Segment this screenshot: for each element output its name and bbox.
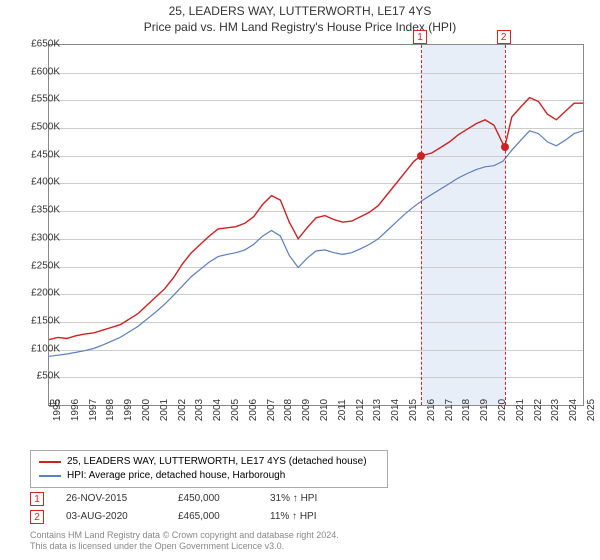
chart-plot-area bbox=[48, 44, 584, 406]
sales-marker-1: 1 bbox=[30, 492, 44, 506]
sales-row-2: 2 03-AUG-2020 £465,000 11% ↑ HPI bbox=[30, 508, 317, 526]
legend-row-property: 25, LEADERS WAY, LUTTERWORTH, LE17 4YS (… bbox=[39, 455, 379, 469]
legend-row-hpi: HPI: Average price, detached house, Harb… bbox=[39, 469, 379, 483]
sales-table: 1 26-NOV-2015 £450,000 31% ↑ HPI 2 03-AU… bbox=[30, 490, 317, 526]
x-axis-label: 2022 bbox=[533, 399, 544, 421]
y-axis-label: £600K bbox=[14, 66, 60, 77]
y-axis-label: £650K bbox=[14, 39, 60, 50]
y-axis-label: £500K bbox=[14, 122, 60, 133]
x-axis-label: 1995 bbox=[52, 399, 63, 421]
chart-lines-svg bbox=[49, 45, 583, 405]
legend-box: 25, LEADERS WAY, LUTTERWORTH, LE17 4YS (… bbox=[30, 450, 388, 488]
y-axis-label: £350K bbox=[14, 205, 60, 216]
x-axis-label: 2012 bbox=[355, 399, 366, 421]
legend-label-hpi: HPI: Average price, detached house, Harb… bbox=[67, 469, 285, 483]
x-axis-label: 2023 bbox=[550, 399, 561, 421]
x-axis-label: 2019 bbox=[479, 399, 490, 421]
sales-row-1: 1 26-NOV-2015 £450,000 31% ↑ HPI bbox=[30, 490, 317, 508]
sales-date-1: 26-NOV-2015 bbox=[66, 490, 156, 508]
chart-marker-1: 1 bbox=[413, 30, 427, 44]
x-axis-label: 2000 bbox=[141, 399, 152, 421]
footer-attribution: Contains HM Land Registry data © Crown c… bbox=[30, 530, 339, 552]
y-axis-label: £550K bbox=[14, 94, 60, 105]
y-axis-label: £250K bbox=[14, 260, 60, 271]
y-axis-label: £200K bbox=[14, 288, 60, 299]
x-axis-label: 1997 bbox=[88, 399, 99, 421]
x-axis-label: 2010 bbox=[319, 399, 330, 421]
x-axis-label: 2015 bbox=[408, 399, 419, 421]
x-axis-label: 2009 bbox=[301, 399, 312, 421]
x-axis-label: 2016 bbox=[426, 399, 437, 421]
chart-container: 25, LEADERS WAY, LUTTERWORTH, LE17 4YS P… bbox=[0, 0, 600, 560]
x-axis-label: 2021 bbox=[515, 399, 526, 421]
sales-price-1: £450,000 bbox=[178, 490, 248, 508]
y-axis-label: £300K bbox=[14, 232, 60, 243]
footer-line2: This data is licensed under the Open Gov… bbox=[30, 541, 339, 552]
title-address: 25, LEADERS WAY, LUTTERWORTH, LE17 4YS bbox=[0, 4, 600, 20]
x-axis-label: 1999 bbox=[123, 399, 134, 421]
sales-delta-1: 31% ↑ HPI bbox=[270, 490, 317, 508]
y-axis-label: £400K bbox=[14, 177, 60, 188]
x-axis-label: 2014 bbox=[390, 399, 401, 421]
x-axis-label: 2008 bbox=[283, 399, 294, 421]
x-axis-label: 2001 bbox=[159, 399, 170, 421]
x-axis-label: 2017 bbox=[444, 399, 455, 421]
x-axis-label: 2020 bbox=[497, 399, 508, 421]
x-axis-label: 2002 bbox=[177, 399, 188, 421]
sales-date-2: 03-AUG-2020 bbox=[66, 508, 156, 526]
x-axis-label: 2013 bbox=[372, 399, 383, 421]
y-axis-label: £450K bbox=[14, 149, 60, 160]
sales-delta-2: 11% ↑ HPI bbox=[270, 508, 317, 526]
footer-line1: Contains HM Land Registry data © Crown c… bbox=[30, 530, 339, 541]
x-axis-label: 2025 bbox=[586, 399, 597, 421]
y-axis-label: £100K bbox=[14, 343, 60, 354]
x-axis-label: 2003 bbox=[194, 399, 205, 421]
legend-swatch-property bbox=[39, 461, 61, 463]
chart-marker-2: 2 bbox=[497, 30, 511, 44]
x-axis-label: 2018 bbox=[461, 399, 472, 421]
sales-marker-2: 2 bbox=[30, 510, 44, 524]
sales-price-2: £465,000 bbox=[178, 508, 248, 526]
x-axis-label: 2004 bbox=[212, 399, 223, 421]
y-axis-label: £150K bbox=[14, 315, 60, 326]
x-axis-label: 2006 bbox=[248, 399, 259, 421]
x-axis-label: 2005 bbox=[230, 399, 241, 421]
x-axis-label: 2011 bbox=[337, 399, 348, 421]
legend-label-property: 25, LEADERS WAY, LUTTERWORTH, LE17 4YS (… bbox=[67, 455, 367, 469]
x-axis-label: 1996 bbox=[70, 399, 81, 421]
x-axis-label: 2007 bbox=[266, 399, 277, 421]
y-axis-label: £50K bbox=[14, 371, 60, 382]
legend-swatch-hpi bbox=[39, 475, 61, 477]
x-axis-label: 1998 bbox=[105, 399, 116, 421]
x-axis-label: 2024 bbox=[568, 399, 579, 421]
